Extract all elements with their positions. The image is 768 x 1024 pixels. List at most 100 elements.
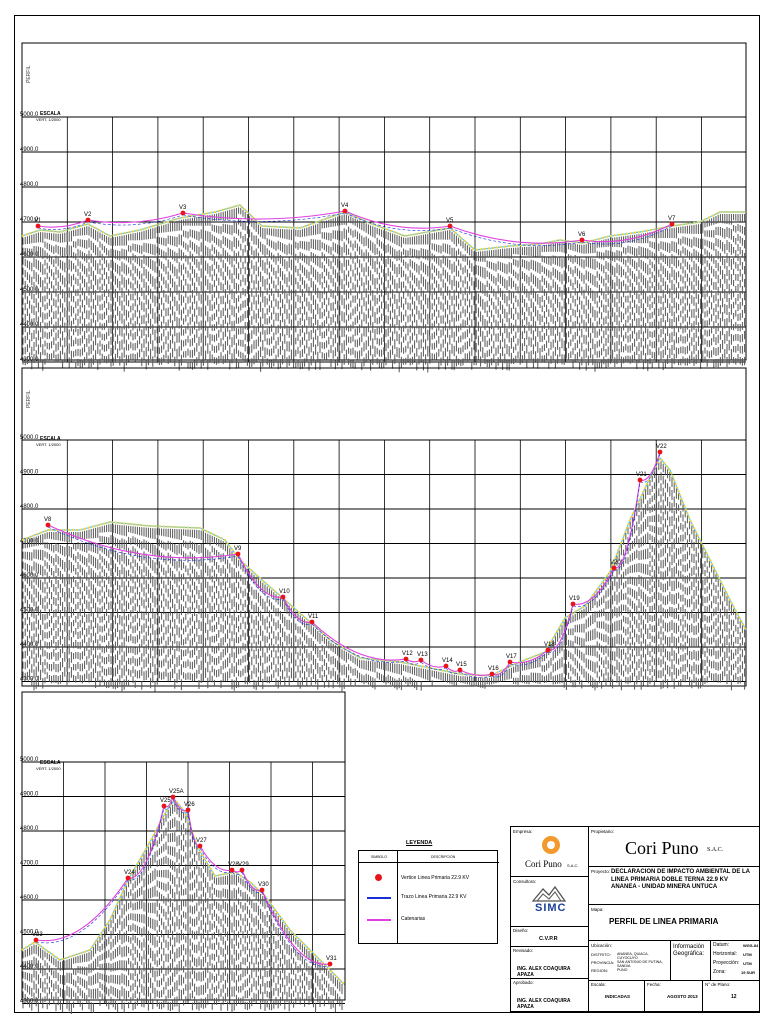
vertex-label-V9: V9	[234, 546, 242, 552]
vertex-marker	[611, 565, 617, 571]
legend-item-route: Trazo Linea Primaria 22.9 KV	[401, 894, 467, 900]
side-label-1: PERFIL	[26, 65, 32, 83]
catenary	[87, 212, 184, 224]
vertex-marker	[669, 221, 675, 227]
vertex-marker	[239, 867, 245, 873]
consultora-name: SIMC	[535, 902, 567, 914]
catenary	[613, 479, 641, 569]
vertex-marker	[342, 208, 348, 214]
route-line	[613, 481, 641, 571]
consultora-label: Consultora:	[513, 879, 537, 884]
vertex-label-V6: V6	[578, 232, 586, 238]
vertex-label-V29: V29	[238, 862, 249, 868]
elevation-label-3-0: 5000.0	[20, 757, 39, 763]
route-line	[491, 663, 511, 678]
terrain-line-2	[21, 456, 747, 678]
empresa-suffix: S.A.C.	[567, 863, 579, 868]
vertex-marker	[197, 843, 203, 849]
elevation-label-3-1: 4900.0	[20, 792, 39, 798]
route-line	[547, 605, 574, 653]
catenary	[509, 649, 549, 664]
legend-col-symbol: SIMBOLO	[371, 855, 387, 859]
route-line	[187, 811, 201, 849]
route-line	[87, 214, 184, 226]
vertex-marker	[85, 217, 91, 223]
terrain-line-alt-2	[21, 456, 747, 677]
vertex-marker	[161, 803, 167, 809]
plano-value: 12	[731, 994, 737, 1000]
vertex-label-V31: V31	[326, 956, 337, 962]
vertex-label-V4: V4	[341, 203, 349, 209]
vertex-label-V17: V17	[506, 654, 517, 660]
route-line	[445, 667, 461, 675]
vertex-marker	[657, 449, 663, 455]
route-line	[35, 879, 129, 944]
catenary	[344, 210, 451, 229]
catenary	[35, 877, 129, 942]
catenary	[47, 524, 239, 559]
mapa-label: Mapa:	[591, 907, 604, 912]
vertex-label-V28: V28	[228, 862, 239, 868]
vertex-label-V5: V5	[446, 218, 454, 224]
vertex-marker	[545, 647, 551, 653]
elevation-label-2-7: 4300.0	[20, 677, 39, 683]
axis-title-3: ESCALA	[40, 760, 61, 766]
vertex-marker	[489, 671, 495, 677]
vertex-label-V12: V12	[402, 651, 413, 657]
route-line	[231, 871, 243, 875]
vertex-label-V1: V1	[34, 218, 42, 224]
elevation-label-1-2: 4800.0	[20, 182, 39, 188]
axis-title-2: ESCALA	[40, 436, 61, 442]
route-line	[420, 661, 447, 670]
vertex-marker	[327, 961, 333, 967]
route-line	[311, 623, 407, 663]
propietario-suffix: S.A.C.	[707, 847, 724, 853]
vertex-marker	[45, 522, 51, 528]
terrain-line-1	[21, 203, 746, 252]
zona-value: 19 SUR	[741, 970, 756, 975]
vertex-marker	[259, 887, 265, 893]
legend-catenary-line-icon	[367, 919, 391, 921]
vertex-marker	[507, 659, 513, 665]
vertex-label-V25A: V25A	[169, 789, 184, 795]
route-line	[47, 526, 239, 561]
vertex-label-V8: V8	[44, 517, 52, 523]
terrain-line-alt-3	[21, 799, 346, 986]
cori-puno-logo-icon	[542, 836, 560, 854]
axis-title-1: ESCALA	[40, 111, 61, 117]
ubic-k0: DISTRITO:	[591, 952, 611, 957]
horizontal-value: UTM	[743, 952, 752, 957]
ubicacion-label: Ubicación:	[591, 943, 613, 948]
ubic-k2: REGION:	[591, 968, 608, 973]
ubic-v0: ANANEA, QUIACA, CUYOCUYO	[617, 952, 649, 960]
route-line	[449, 227, 583, 246]
axis-sub-1: VERT. 1/2000	[36, 117, 61, 122]
catenary	[199, 845, 233, 872]
route-line	[459, 671, 493, 679]
vertex-marker	[280, 594, 286, 600]
propietario-name: Cori Puno	[625, 838, 699, 858]
vertex-label-V23: V23	[32, 932, 43, 938]
fecha-label: Fecha:	[647, 982, 661, 987]
route-line	[282, 598, 313, 626]
legend-vertex-icon	[375, 874, 382, 881]
elevation-label-3-3: 4700.0	[20, 861, 39, 867]
route-line	[509, 651, 549, 666]
elevation-label-2-0: 5000.0	[20, 435, 39, 441]
vertex-marker	[403, 656, 409, 662]
catenary	[449, 225, 583, 244]
vertex-marker	[229, 867, 235, 873]
route-line	[199, 847, 233, 874]
catenary	[572, 567, 615, 605]
vertex-marker	[309, 619, 315, 625]
legend-route-line-icon	[367, 897, 391, 899]
drawing-frame	[14, 15, 760, 1013]
vertex-label-V30: V30	[258, 882, 269, 888]
legend-title: LEYENDA	[406, 840, 433, 846]
elevation-label-1-1: 4900.0	[20, 147, 39, 153]
route-line	[344, 212, 451, 231]
elevation-label-3-2: 4800.0	[20, 826, 39, 832]
vertex-marker	[418, 657, 424, 663]
elevation-label-1-6: 4400.0	[20, 322, 39, 328]
diseno-label: Diseño:	[513, 928, 529, 933]
